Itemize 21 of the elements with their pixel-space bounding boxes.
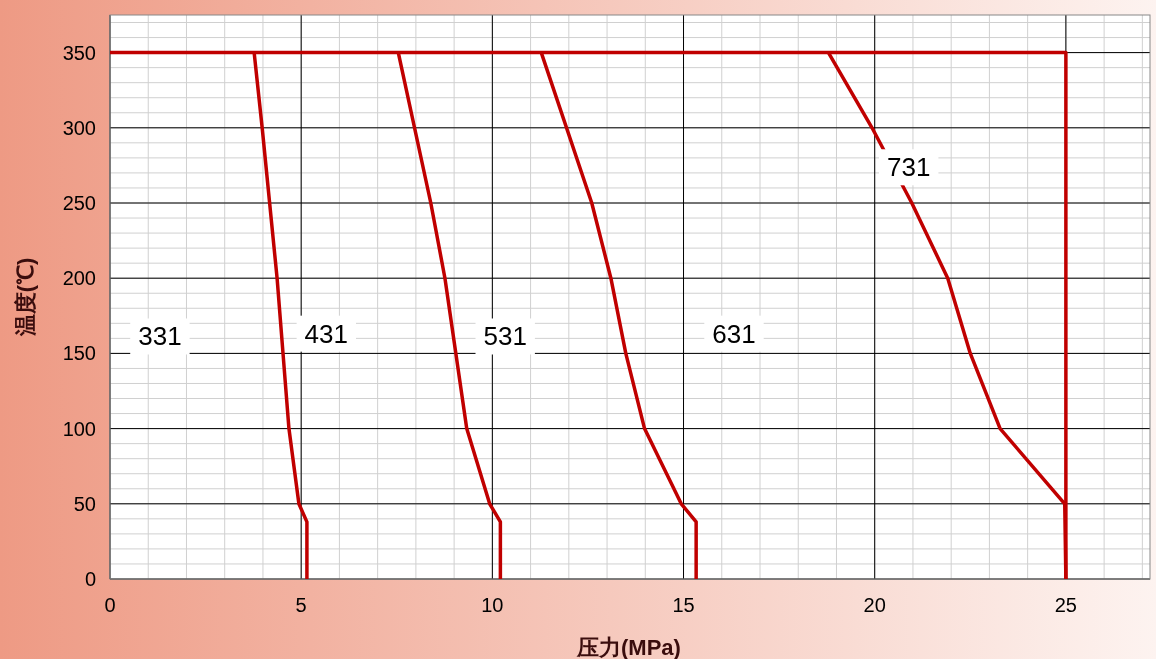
- y-tick-label: 50: [73, 492, 96, 515]
- y-tick-label: 150: [62, 342, 96, 365]
- annotation: 631: [712, 318, 756, 349]
- annotation: 531: [483, 321, 527, 352]
- x-axis-title: 压力(MPa): [576, 635, 681, 659]
- x-tick-label: 20: [863, 594, 886, 616]
- annotation: 331: [138, 321, 182, 352]
- y-tick-label: 350: [62, 41, 96, 64]
- annotation: 731: [887, 152, 931, 183]
- y-tick-label: 250: [62, 192, 96, 214]
- x-tick-label: 10: [481, 594, 504, 616]
- y-tick-label: 200: [62, 267, 96, 290]
- y-axis-title: 温度(℃): [13, 257, 38, 338]
- x-tick-label: 25: [1054, 594, 1078, 616]
- x-tick-label: 15: [672, 594, 695, 616]
- annotation: 431: [304, 318, 349, 349]
- y-tick-label: 0: [84, 568, 96, 590]
- x-tick-label: 5: [295, 594, 307, 616]
- x-tick-label: 0: [104, 594, 116, 616]
- y-tick-label: 100: [62, 417, 96, 440]
- y-tick-label: 300: [62, 116, 96, 139]
